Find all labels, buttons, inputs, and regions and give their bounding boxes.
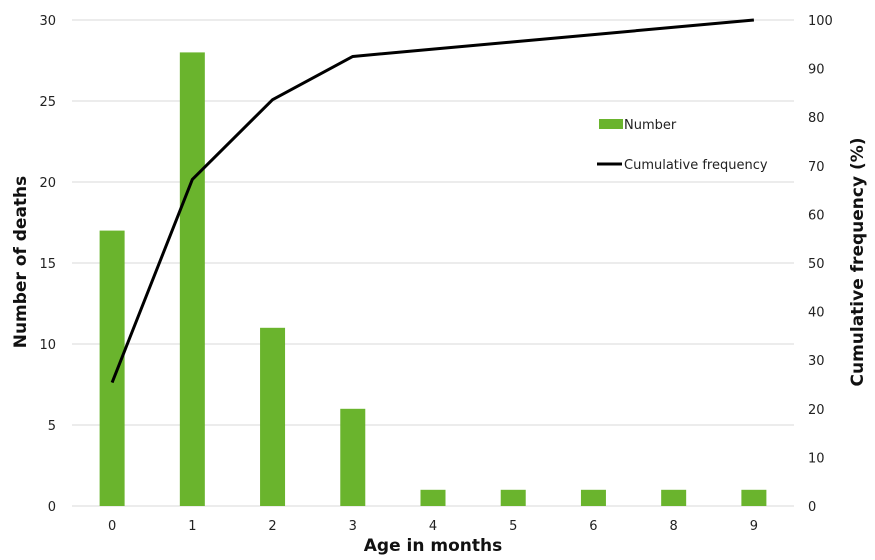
y2-tick-label: 0 (808, 500, 816, 515)
y-tick-label: 30 (39, 14, 56, 29)
y2-tick-label: 40 (808, 306, 825, 321)
x-tick-label: 6 (589, 519, 597, 534)
bar (420, 489, 446, 506)
y-tick-label: 0 (48, 500, 56, 515)
cumulative-frequency-line (110, 18, 755, 384)
y2-tick-label: 80 (808, 111, 825, 126)
bar (99, 230, 125, 506)
x-tick-label: 0 (108, 519, 116, 534)
x-tick-label: 5 (509, 519, 517, 534)
y-axis-title: Number of deaths (11, 176, 31, 349)
y-tick-label: 15 (39, 257, 56, 272)
x-tick-label: 9 (750, 519, 758, 534)
bar (340, 408, 366, 506)
y2-tick-label: 10 (808, 451, 825, 466)
y-tick-label: 25 (39, 95, 56, 110)
cumulative-line-group (110, 18, 755, 384)
y-tick-label: 10 (39, 338, 56, 353)
legend-swatch-number (599, 119, 623, 129)
x-tick-label: 1 (188, 519, 196, 534)
bar (179, 52, 205, 507)
x-tick-label: 8 (670, 519, 678, 534)
bar (500, 489, 526, 506)
y2-tick-label: 30 (808, 354, 825, 369)
bars (99, 52, 767, 507)
bar (661, 489, 687, 506)
y2-tick-label: 70 (808, 160, 825, 175)
y-axis-ticks: 0 5 10 15 20 25 30 (39, 14, 56, 515)
y2-axis-title: Cumulative frequency (%) (848, 137, 868, 386)
y2-axis-ticks: 0 10 20 30 40 50 60 70 80 90 100 (808, 14, 833, 515)
x-tick-label: 3 (349, 519, 357, 534)
y2-tick-label: 60 (808, 208, 825, 223)
legend-label-cumulative: Cumulative frequency (624, 158, 768, 173)
x-tick-label: 2 (268, 519, 276, 534)
x-axis-ticks: 0 1 2 3 4 5 6 8 9 (108, 519, 758, 534)
y2-tick-label: 20 (808, 403, 825, 418)
bar (741, 489, 767, 506)
bar (580, 489, 606, 506)
y-tick-label: 20 (39, 176, 56, 191)
x-tick-label: 4 (429, 519, 437, 534)
legend-label-number: Number (624, 118, 677, 133)
y2-tick-label: 50 (808, 257, 825, 272)
legend: Number Cumulative frequency (597, 118, 768, 173)
y2-tick-label: 100 (808, 14, 833, 29)
y2-tick-label: 90 (808, 63, 825, 78)
x-axis-title: Age in months (364, 536, 502, 556)
y-tick-label: 5 (48, 419, 56, 434)
bar (260, 327, 286, 506)
